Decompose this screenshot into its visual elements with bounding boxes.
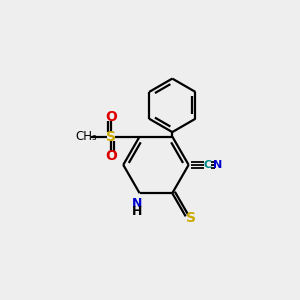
Text: S: S [106,130,116,143]
Text: C: C [203,160,211,170]
Text: N: N [213,160,222,170]
Text: S: S [186,211,196,225]
Text: O: O [105,110,117,124]
Text: CH₃: CH₃ [75,130,97,143]
Text: N: N [132,197,143,210]
Text: H: H [132,205,143,218]
Text: O: O [105,149,117,163]
